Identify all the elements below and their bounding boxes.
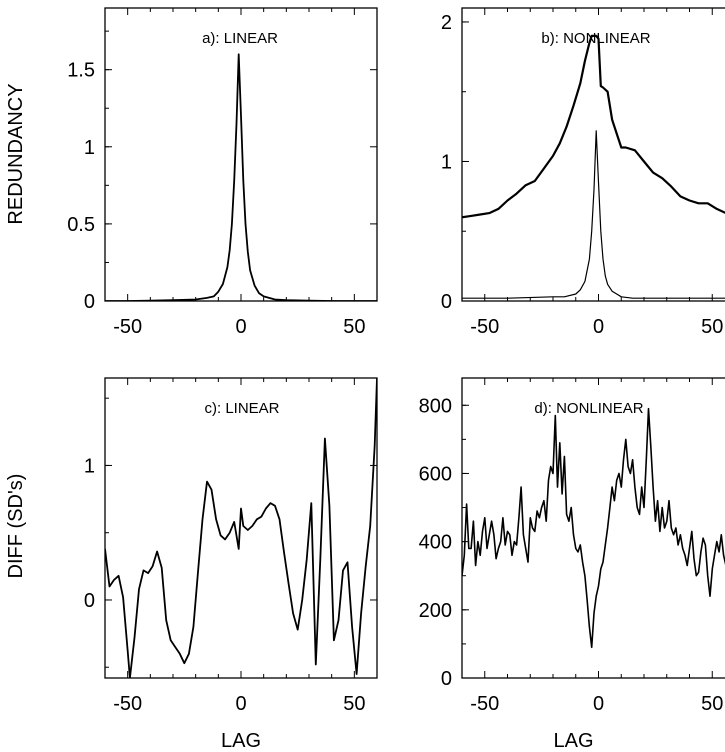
y-tick-label: 800: [419, 395, 452, 417]
x-tick-label: -50: [113, 693, 142, 715]
panel-title: d): NONLINEAR: [534, 400, 643, 417]
y-tick-label: 1: [84, 137, 95, 159]
panel-d-nonlinear-diff: -50 0 50 0 200 400 600 800 d): NONLINEAR LAG: [419, 377, 725, 752]
series-line-0: [462, 407, 725, 649]
panel-b-nonlinear-redundancy: -50 0 50 0 1 2 b): NONLINEAR: [441, 7, 725, 338]
panel-c-linear-diff: -50 0 50 0 1 c): LINEAR DIFF (SD's) LAG: [5, 377, 378, 752]
series-line-1: [462, 130, 725, 299]
x-tick-label: -50: [470, 693, 499, 715]
panel-a-linear-redundancy: -50 0 50 0 0.5 1 1.5 a): LINEAR REDUNDANCY: [5, 7, 378, 338]
y-tick-label: 2: [441, 12, 452, 34]
series-line-0: [105, 378, 377, 678]
x-tick-label: -50: [113, 316, 142, 338]
x-tick-label: 50: [701, 693, 723, 715]
x-tick-label: 0: [235, 693, 246, 715]
series-line-0: [105, 53, 377, 301]
x-tick-label: 0: [593, 693, 604, 715]
plot-frame: [461, 7, 725, 302]
y-tick-label: 1.5: [67, 60, 95, 82]
x-tick-label: -50: [470, 316, 499, 338]
y-tick-label: 200: [419, 600, 452, 622]
y-tick-label: 600: [419, 463, 452, 485]
y-tick-label: 0.5: [67, 214, 95, 236]
y-axis-title: REDUNDANCY: [5, 83, 27, 224]
y-tick-label: 0: [84, 590, 95, 612]
y-tick-label: 0: [84, 291, 95, 313]
series-line-0: [462, 34, 725, 219]
x-tick-label: 0: [593, 316, 604, 338]
x-tick-label: 50: [343, 316, 365, 338]
y-tick-label: 400: [419, 532, 452, 554]
y-tick-label: 1: [441, 151, 452, 173]
x-tick-label: 50: [701, 316, 723, 338]
y-tick-label: 0: [441, 291, 452, 313]
x-axis-title: LAG: [553, 730, 593, 752]
x-tick-label: 50: [343, 693, 365, 715]
x-tick-label: 0: [235, 316, 246, 338]
y-axis-title: DIFF (SD's): [5, 474, 27, 579]
y-tick-label: 1: [84, 455, 95, 477]
panel-title: c): LINEAR: [204, 400, 279, 417]
x-axis-title: LAG: [221, 730, 261, 752]
y-tick-label: 0: [441, 668, 452, 690]
plot-frame: [104, 7, 378, 302]
panel-title: a): LINEAR: [202, 30, 278, 47]
panel-title: b): NONLINEAR: [541, 30, 650, 47]
